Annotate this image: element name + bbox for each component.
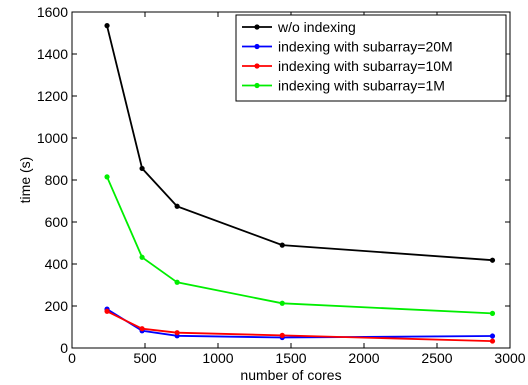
y-tick-label: 0: [60, 340, 68, 356]
y-tick-label: 200: [45, 298, 69, 314]
x-tick-label: 1000: [202, 350, 233, 366]
y-tick-label: 1600: [37, 4, 68, 20]
data-point: [174, 330, 180, 336]
x-tick-label: 0: [68, 350, 76, 366]
data-point: [489, 333, 496, 339]
data-point: [489, 257, 496, 263]
data-point: [104, 308, 110, 314]
legend-label: w/o indexing: [277, 19, 356, 35]
legend-swatch-marker: [254, 82, 260, 89]
data-point: [174, 279, 180, 285]
data-point: [279, 332, 285, 338]
series-points: [104, 23, 496, 344]
y-axis-label: time (s): [17, 157, 33, 204]
data-point: [489, 310, 496, 316]
y-tick-label: 1400: [37, 46, 68, 62]
y-tick-label: 1200: [37, 88, 68, 104]
y-tick-label: 800: [45, 172, 69, 188]
data-point: [279, 300, 285, 306]
data-point: [139, 165, 145, 172]
legend-box: [235, 14, 507, 102]
legend-label: indexing with subarray=1M: [278, 78, 445, 94]
data-point: [139, 326, 145, 332]
data-point: [489, 338, 496, 344]
data-point: [139, 254, 145, 260]
data-point: [174, 203, 180, 209]
y-tick-label: 600: [45, 214, 69, 230]
x-axis-label: number of cores: [240, 367, 341, 383]
x-tick-label: 500: [133, 350, 157, 366]
legend-label: indexing with subarray=20M: [278, 39, 453, 55]
legend-swatch-marker: [254, 63, 260, 69]
data-point: [104, 174, 110, 180]
legend: w/o indexing indexing with subarray=20M in…: [235, 14, 507, 102]
legend-swatch-marker: [254, 43, 260, 50]
y-tick-label: 400: [45, 256, 69, 272]
x-tick-label: 2500: [421, 350, 452, 366]
x-tick-label: 1500: [275, 350, 306, 366]
x-tick-label: 3000: [494, 350, 525, 366]
y-tick-label: 1000: [37, 130, 68, 146]
data-point: [279, 242, 285, 248]
legend-swatch-marker: [254, 24, 260, 30]
legend-label: indexing with subarray=10M: [278, 58, 453, 74]
data-point: [104, 23, 110, 29]
axis-tick-labels: 0 500 1000 1500 2000 2500 3000 0 200 400 600 800 100…: [37, 4, 526, 366]
x-tick-label: 2000: [348, 350, 379, 366]
